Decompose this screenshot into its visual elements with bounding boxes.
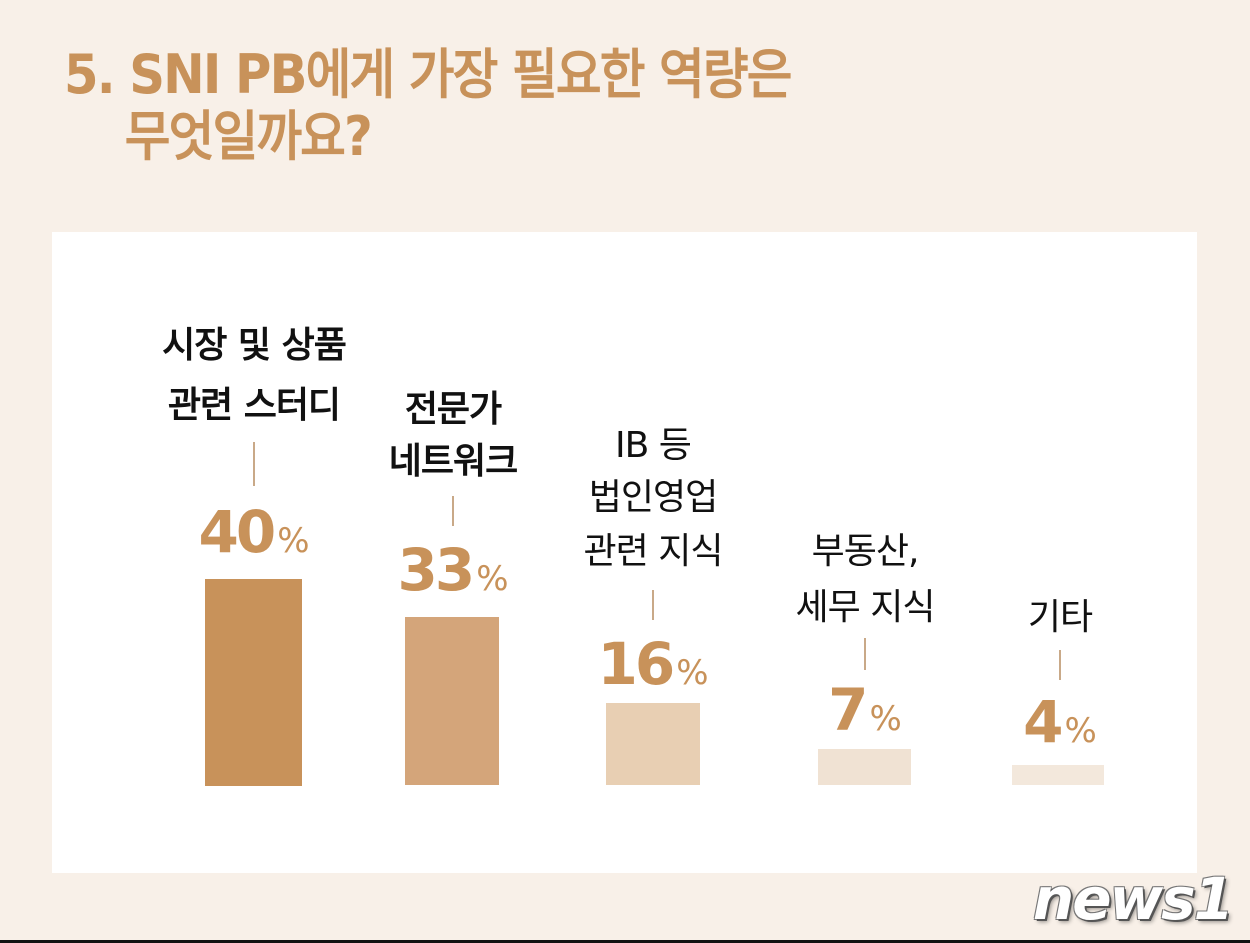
value-label: 7% bbox=[828, 676, 902, 744]
value-label: 4% bbox=[1023, 688, 1097, 756]
category-label: IB 등 bbox=[615, 425, 692, 466]
category-label: 시장 및 상품 bbox=[162, 325, 347, 366]
category-label: 관련 스터디 bbox=[167, 385, 341, 426]
leader-line bbox=[1059, 650, 1061, 680]
leader-line bbox=[864, 638, 866, 670]
title-line-2: 무엇일까요? bbox=[124, 105, 373, 168]
bar bbox=[1012, 765, 1104, 785]
news1-logo: news1 bbox=[1032, 865, 1234, 933]
category-label: 관련 지식 bbox=[583, 531, 724, 572]
bar bbox=[606, 703, 700, 785]
chart-title: 5. SNI PB에게 가장 필요한 역량은 무엇일까요? bbox=[64, 43, 792, 168]
category-label: 네트워크 bbox=[388, 441, 518, 482]
bar bbox=[405, 617, 499, 785]
category-label: 법인영업 bbox=[588, 477, 718, 518]
bar bbox=[818, 749, 911, 785]
bar bbox=[205, 579, 302, 786]
value-label: 33% bbox=[397, 536, 509, 604]
leader-line bbox=[452, 496, 454, 526]
title-line-1: 5. SNI PB에게 가장 필요한 역량은 bbox=[64, 43, 792, 106]
leader-line bbox=[652, 590, 654, 620]
category-label: 세무 지식 bbox=[795, 587, 936, 628]
bottom-border bbox=[0, 940, 1250, 943]
category-label: 부동산, bbox=[811, 531, 920, 572]
leader-line bbox=[253, 442, 255, 486]
category-label: 전문가 bbox=[404, 389, 502, 430]
value-label: 40% bbox=[198, 498, 310, 566]
category-label: 기타 bbox=[1027, 597, 1093, 638]
value-label: 16% bbox=[597, 630, 709, 698]
